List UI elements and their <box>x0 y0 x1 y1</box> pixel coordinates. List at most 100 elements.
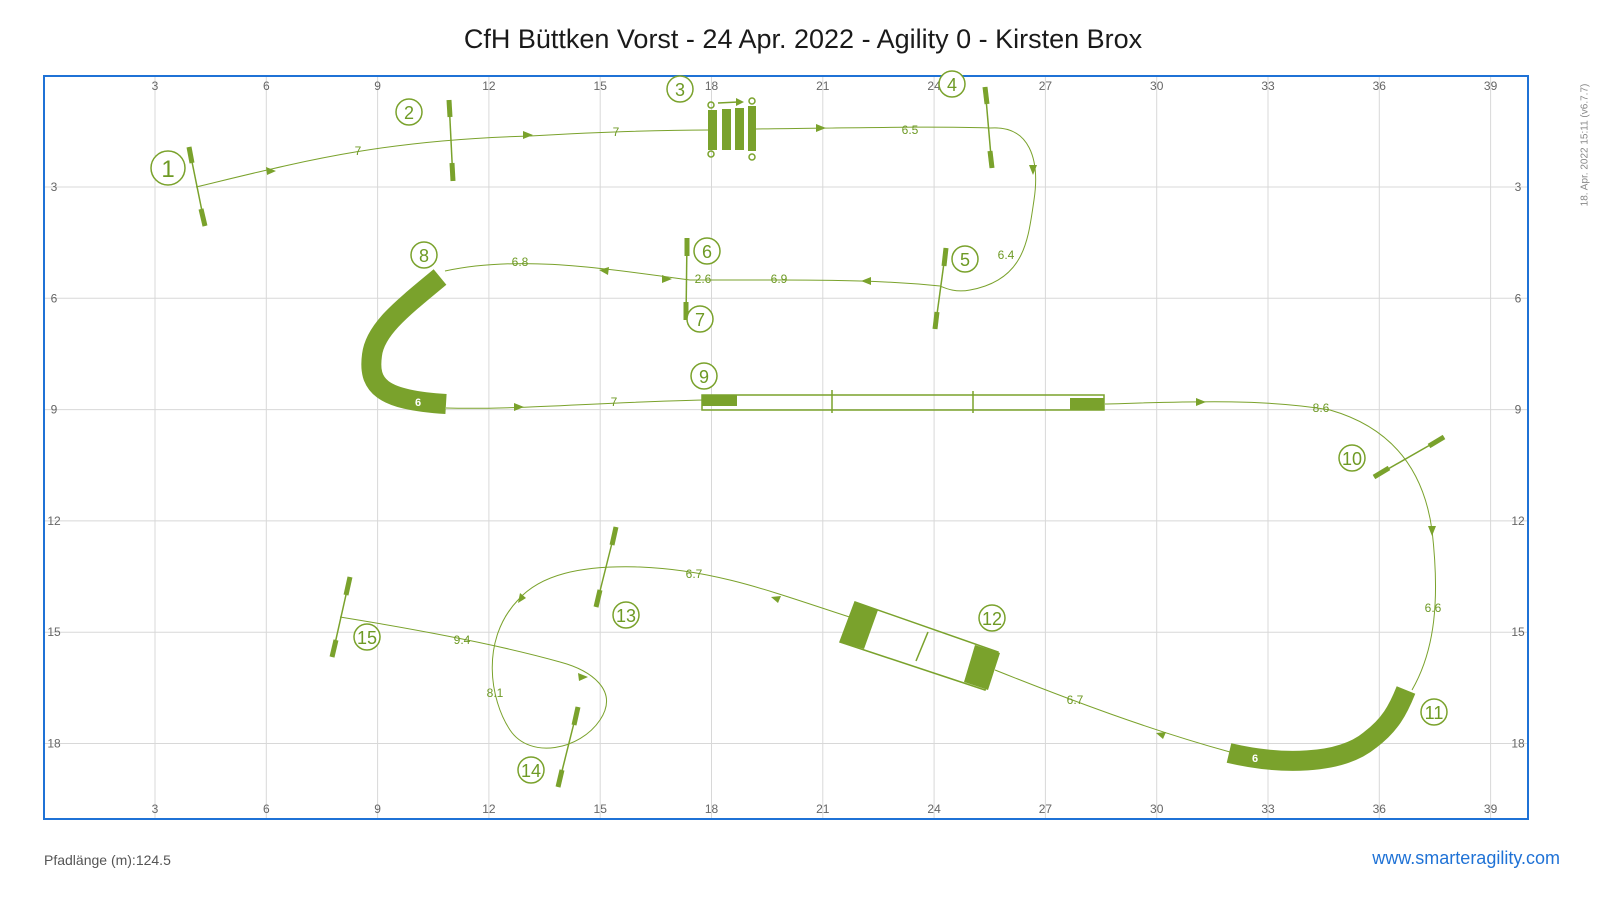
y-tick-left: 15 <box>47 625 61 639</box>
x-tick-top: 6 <box>263 79 270 93</box>
obstacle-number: 3 <box>675 80 685 100</box>
path-14-15 <box>339 616 561 663</box>
x-tick-top: 9 <box>374 79 381 93</box>
arrow-4 <box>1029 165 1037 175</box>
arrow-14 <box>578 673 588 681</box>
arrow-2 <box>523 131 533 139</box>
y-tick-right: 9 <box>1515 403 1522 417</box>
x-tick-top: 18 <box>705 79 719 93</box>
path-6-8 <box>444 263 691 281</box>
y-tick-left: 12 <box>47 514 61 528</box>
tunnel-8-length: 6 <box>415 397 421 409</box>
arrow-5 <box>861 277 871 285</box>
tunnel-8 <box>361 269 447 414</box>
y-tick-left: 3 <box>51 180 58 194</box>
arrow-7 <box>599 267 609 275</box>
seg-label: 7 <box>613 125 620 139</box>
obstacle-number: 7 <box>695 310 705 330</box>
arrow-10 <box>1428 526 1436 536</box>
x-tick-bottom: 12 <box>482 802 496 816</box>
seg-label: 6.8 <box>512 255 529 269</box>
obstacle-number: 9 <box>699 367 709 387</box>
axis-tick-labels: 3366991212151518182121242427273030333336… <box>47 79 1525 816</box>
x-tick-bottom: 6 <box>263 802 270 816</box>
x-tick-top: 24 <box>927 79 941 93</box>
y-tick-left: 6 <box>51 291 58 305</box>
obstacle-numbers <box>150 70 1448 784</box>
a-frame-12 <box>839 601 1000 691</box>
obstacle-number: 13 <box>616 606 636 626</box>
seg-label: 8.1 <box>487 686 504 700</box>
y-tick-left: 9 <box>51 403 58 417</box>
obstacle-number: 12 <box>982 609 1002 629</box>
x-tick-top: 12 <box>482 79 496 93</box>
x-tick-top: 39 <box>1484 79 1498 93</box>
x-tick-bottom: 36 <box>1373 802 1387 816</box>
path-3-4 <box>755 126 991 130</box>
seg-label: 9.4 <box>454 633 471 647</box>
y-tick-right: 3 <box>1515 180 1522 194</box>
x-tick-bottom: 3 <box>152 802 159 816</box>
path-8tun-9 <box>445 399 706 409</box>
obstacle-number: 6 <box>702 242 712 262</box>
dogwalk-9 <box>701 390 1105 413</box>
obstacle-number: 15 <box>357 628 377 648</box>
jump-2 <box>446 99 456 182</box>
seg-label: 6.9 <box>771 272 788 286</box>
dog-path <box>195 126 1437 753</box>
x-tick-bottom: 27 <box>1039 802 1053 816</box>
obstacle-number: 14 <box>521 761 541 781</box>
seg-label: 6.7 <box>1067 693 1084 707</box>
obstacle-number: 5 <box>960 250 970 270</box>
obstacle-number: 1 <box>161 156 174 183</box>
x-tick-top: 3 <box>152 79 159 93</box>
y-tick-left: 18 <box>47 737 61 751</box>
path-12-13 <box>517 566 866 623</box>
path-direction-arrows <box>266 124 1436 739</box>
arrow-3 <box>816 124 826 132</box>
jump-10 <box>1372 434 1446 480</box>
obstacle-3-spread <box>707 97 756 161</box>
obstacle-number: 11 <box>1425 703 1444 723</box>
obstacle-number: 2 <box>404 103 414 123</box>
site-link[interactable]: www.smarteragility.com <box>1372 848 1560 868</box>
jump-4 <box>982 86 995 169</box>
arrow-1 <box>266 167 276 175</box>
seg-label: 7 <box>355 144 362 158</box>
x-tick-bottom: 21 <box>816 802 830 816</box>
seg-label: 7 <box>611 395 618 409</box>
arrow-12 <box>771 596 781 603</box>
segment-labels: 7 7 6.5 6.4 6.9 2.6 6.8 7 8.6 6.6 6.7 6.… <box>355 123 1442 707</box>
x-tick-bottom: 39 <box>1484 802 1498 816</box>
obstacle-number: 8 <box>419 246 429 266</box>
tunnel-11 <box>1226 686 1416 771</box>
arrow-6 <box>662 275 672 283</box>
seg-label: 6.7 <box>686 567 703 581</box>
tunnel-11-length: 6 <box>1252 753 1258 765</box>
path-9-10 <box>1104 401 1433 531</box>
grid-lines <box>44 76 1528 819</box>
x-tick-top: 27 <box>1039 79 1053 93</box>
x-tick-top: 30 <box>1150 79 1164 93</box>
seg-label: 8.6 <box>1313 401 1330 415</box>
y-tick-right: 12 <box>1511 514 1525 528</box>
seg-label: 2.6 <box>695 272 712 286</box>
arrow-11 <box>1156 732 1166 739</box>
path-13-14 <box>491 599 607 749</box>
x-tick-bottom: 9 <box>374 802 381 816</box>
path-length: Pfadlänge (m):124.5 <box>44 852 171 868</box>
obstacle-number: 10 <box>1342 449 1362 469</box>
y-tick-right: 6 <box>1515 291 1522 305</box>
obstacle-number-labels: 1 2 3 4 5 6 7 8 9 10 11 12 13 14 15 <box>161 75 1443 781</box>
jump-15 <box>329 576 353 658</box>
y-tick-right: 18 <box>1511 737 1525 751</box>
path-4-5 <box>939 127 1037 292</box>
x-tick-bottom: 24 <box>927 802 941 816</box>
jump-6-7 <box>683 237 690 321</box>
arrow-13 <box>518 593 526 603</box>
jump-13 <box>593 526 619 608</box>
version-stamp: 18. Apr. 2022 15:11 (v6.7.7) <box>1579 83 1591 207</box>
x-tick-top: 36 <box>1373 79 1387 93</box>
x-tick-bottom: 18 <box>705 802 719 816</box>
